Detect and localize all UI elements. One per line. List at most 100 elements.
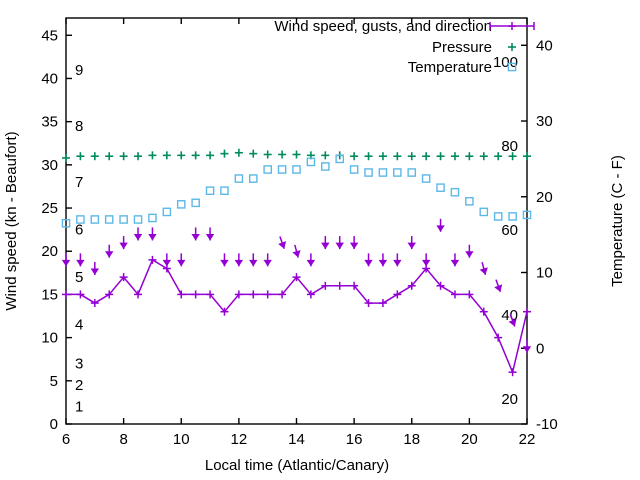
temperature-marker (76, 215, 85, 224)
fahrenheit-label: 60 (501, 222, 518, 239)
temperature-marker (176, 200, 186, 209)
temperature-marker (205, 186, 215, 196)
temperature-marker (378, 168, 388, 177)
wind-direction-arrow-head (378, 259, 388, 267)
wind-direction-arrow-head (263, 259, 272, 267)
wind-direction-arrow-head (61, 259, 71, 267)
y-axis-title: Wind speed (kn - Beaufort) (3, 131, 20, 310)
wind-direction-arrow-head (407, 242, 416, 250)
x-tick-label: 22 (519, 431, 536, 448)
wind-direction-arrow-head (508, 318, 517, 327)
temperature-marker (263, 165, 272, 174)
temperature-marker (407, 168, 417, 177)
wind-direction-arrow-head (249, 259, 258, 267)
x-tick-label: 14 (288, 431, 305, 448)
beaufort-label: 2 (75, 377, 83, 394)
wind-direction-arrow-head (364, 259, 373, 267)
temperature-marker (191, 198, 200, 208)
temperature-marker (119, 215, 128, 224)
beaufort-label: 1 (75, 399, 83, 416)
temperature-marker (364, 168, 373, 177)
temperature-marker (393, 168, 402, 177)
temperature-marker (421, 174, 431, 183)
y2-tick-label: -10 (536, 416, 558, 433)
wind-direction-arrow-head (177, 259, 186, 267)
wind-direction-arrow-head (306, 259, 316, 267)
series-temperature (61, 154, 532, 228)
wind-direction-arrow-head (220, 259, 229, 267)
wind-direction-arrow-head (450, 259, 460, 267)
wind-direction-arrow-head (191, 233, 200, 241)
y-tick-label: 15 (41, 286, 58, 303)
x-tick-label: 8 (119, 431, 127, 448)
x-tick-label: 6 (62, 431, 70, 448)
temperature-marker (220, 186, 229, 196)
y2-tick-label: 0 (536, 340, 544, 357)
beaufort-label: 8 (75, 118, 83, 135)
wind-direction-arrow-head (479, 267, 488, 275)
beaufort-label: 3 (75, 356, 83, 373)
legend-label: Temperature (408, 59, 492, 76)
x-tick-label: 10 (173, 431, 190, 448)
wind-direction-arrow-head (119, 242, 128, 250)
temperature-marker (61, 218, 71, 228)
temperature-marker (277, 165, 287, 174)
temperature-marker (162, 207, 172, 217)
wind-direction-arrow-head (90, 268, 100, 276)
beaufort-label: 4 (75, 317, 83, 334)
temperature-marker (335, 154, 345, 164)
fahrenheit-label: 80 (501, 138, 518, 155)
temperature-marker (349, 165, 359, 174)
legend-label: Pressure (432, 39, 492, 56)
temperature-marker (306, 157, 316, 167)
series-gusts (61, 218, 532, 353)
wind-direction-arrow-head (278, 241, 287, 249)
x-tick-label: 18 (403, 431, 420, 448)
fahrenheit-label: 20 (501, 391, 518, 408)
x-tick-label: 12 (231, 431, 248, 448)
wind-direction-arrow-head (162, 259, 172, 267)
x-tick-label: 20 (461, 431, 478, 448)
temperature-marker (493, 212, 503, 221)
wind-direction-arrow-head (148, 233, 157, 241)
temperature-marker (148, 213, 157, 223)
temperature-marker (465, 197, 474, 206)
beaufort-label: 7 (75, 174, 83, 191)
y-tick-label: 40 (41, 70, 58, 87)
beaufort-scale-labels: 1 2 3 4 5 6 7 8 9 (75, 62, 83, 416)
y-tick-label: 20 (41, 243, 58, 260)
beaufort-label: 5 (75, 269, 83, 286)
temperature-marker (90, 215, 100, 224)
beaufort-label: 6 (75, 222, 83, 239)
temperature-marker (508, 212, 517, 221)
y-tick-label: 30 (41, 157, 58, 174)
wind-direction-arrow-head (321, 242, 330, 250)
wind-direction-arrow-head (292, 250, 301, 258)
wind-direction-arrow-head (349, 242, 359, 250)
y2-tick-label: 30 (536, 113, 553, 130)
temperature-marker (321, 162, 330, 171)
y-tick-label: 0 (50, 416, 58, 433)
wind-direction-arrow-head (522, 346, 532, 353)
temperature-marker (450, 187, 460, 197)
x-axis-title: Local time (Atlantic/Canary) (205, 457, 389, 474)
y2-axis-ticks: -10 0 10 20 30 40 (521, 37, 558, 433)
temperature-marker (248, 174, 258, 183)
chart-legend: Wind speed, gusts, and direction Pressure… (274, 18, 535, 76)
data-series (61, 148, 532, 377)
temperature-marker (104, 215, 114, 224)
temperature-marker (479, 207, 489, 217)
wind-direction-arrow-head (436, 225, 445, 232)
wind-direction-arrow-head (494, 284, 503, 292)
y-tick-label: 25 (41, 200, 58, 217)
wind-direction-arrow-head (133, 233, 143, 241)
legend-label: Wind speed, gusts, and direction (274, 18, 492, 35)
x-tick-label: 16 (346, 431, 363, 448)
wind-direction-arrow-head (105, 251, 114, 258)
temperature-marker (234, 174, 244, 183)
temperature-marker (292, 165, 301, 174)
y2-tick-label: 20 (536, 189, 553, 206)
